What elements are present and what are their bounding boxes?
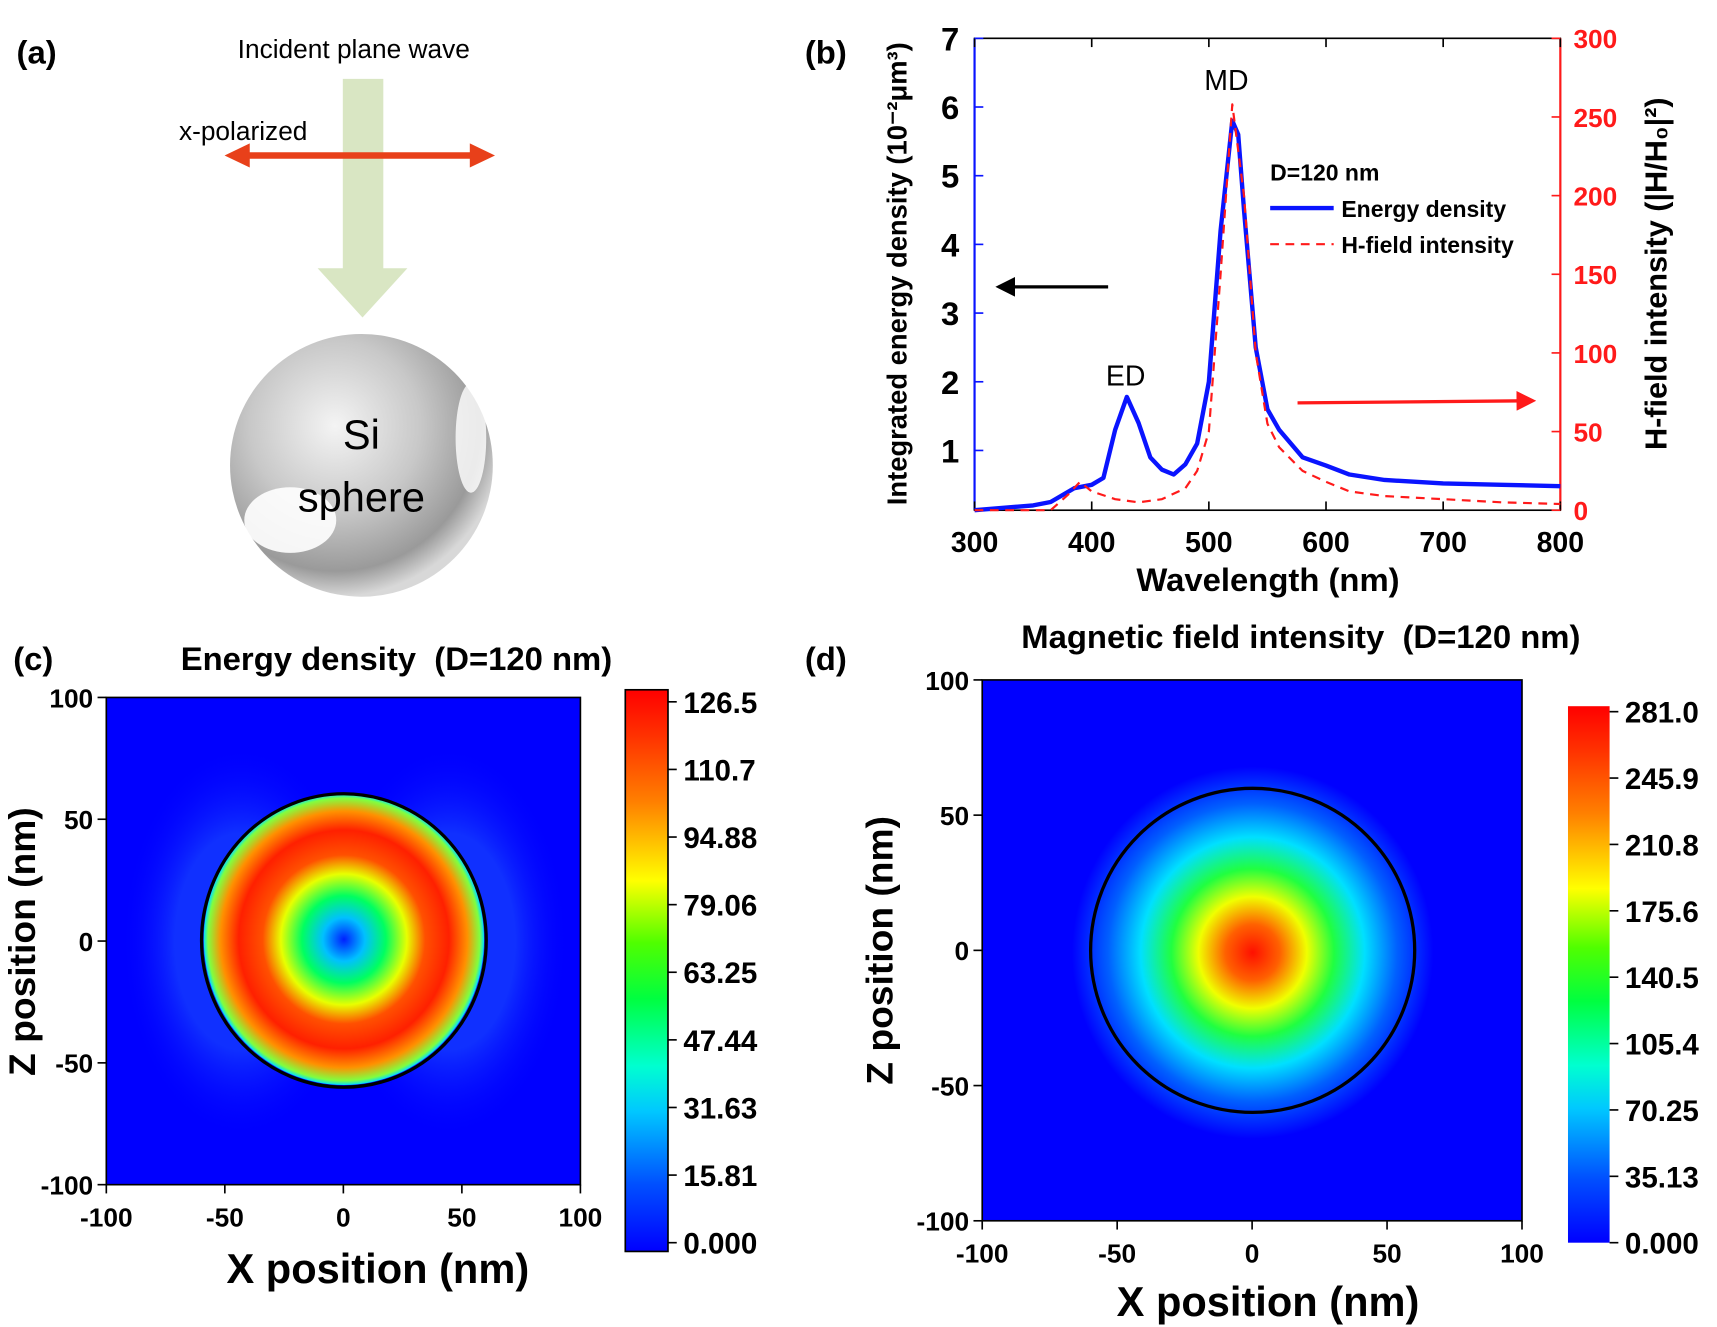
colorbar-tick-label: 110.7 [683,754,755,787]
y-tick-label: 50 [64,805,93,835]
y-tick-label: 0 [79,927,94,957]
right-axis-arrow-icon [1297,391,1537,411]
y2-tick-label: 50 [1573,417,1602,447]
x-tick-label: 50 [447,1202,476,1232]
x-tick-label: -100 [956,1238,1009,1268]
legend-label-energy: Energy density [1341,196,1506,222]
incident-wave-label: Incident plane wave [238,34,470,64]
sphere-label-line1: Si [343,411,380,458]
x-tick-label: 600 [1302,527,1349,559]
x-tick-label: -100 [80,1202,133,1232]
x-tick-label: 0 [1245,1238,1260,1268]
y-tick-label: -100 [917,1207,970,1237]
series-line-energy [974,118,1561,513]
colorbar-tick-label: 245.9 [1625,763,1699,796]
y2-tick-label: 0 [1573,496,1588,526]
y-tick-label: 1 [941,433,959,470]
sphere-outline [1088,786,1417,1115]
x-tick-label: 400 [1068,527,1115,559]
polarization-arrow-icon [224,143,495,168]
annotation-md: MD [1204,65,1248,97]
colorbar-tick-label: 140.5 [1625,962,1699,995]
energy-density-field [203,793,485,1086]
colorbar-tick-label: 94.88 [683,822,757,855]
panel-a: (a) Incident plane wave x-polarized Si s… [17,34,495,597]
colorbar [1567,706,1610,1243]
y2-tick-label: 200 [1573,181,1617,211]
x-tick-label: 0 [336,1202,351,1232]
panel-label-d: (d) [805,640,847,677]
sphere-outline [199,792,488,1089]
colorbar-tick-label: 15.81 [683,1160,757,1193]
si-sphere-icon [230,333,493,597]
y-axis-title: Integrated energy density (10⁻²μm³) [882,42,913,505]
y-tick-label: -100 [41,1171,94,1201]
x-axis-title: X position (nm) [227,1245,530,1292]
colorbar-tick-label: 0.000 [683,1228,757,1261]
panel-b-chart: (b) 300 400 500 600 700 800 1 2 3 4 5 6 7 0 50 100 150 20… [805,20,1674,598]
x-tick-label: -50 [206,1202,244,1232]
polarization-label: x-polarized [179,116,307,146]
colorbar-tick-label: 210.8 [1625,829,1699,862]
colorbar-tick-label: 31.63 [683,1092,757,1125]
colorbar-tick-label: 70.25 [1625,1095,1699,1128]
heatmap-title: Energy density (D=120 nm) [181,640,612,677]
annotation-ed: ED [1106,360,1146,392]
y-axis-title: Z position (nm) [1,807,43,1076]
panel-c-heatmap: (c) Energy density (D=120 nm) -100 -50 0 50… [1,640,758,1292]
y-tick-label: 3 [941,295,959,332]
colorbar [624,688,669,1253]
panel-label-b: (b) [805,34,847,71]
x-tick-label: 300 [951,527,998,559]
y2-tick-label: 300 [1573,24,1617,54]
plot-frame [973,37,1562,512]
y-axis-title: Z position (nm) [858,816,900,1085]
x-tick-label: 100 [1500,1238,1544,1268]
colorbar-tick-label: 0.000 [1625,1228,1699,1261]
x-tick-label: 50 [1372,1238,1401,1268]
x-axis-title: X position (nm) [1117,1278,1420,1325]
y2-tick-label: 100 [1573,339,1617,369]
y-tick-label: 7 [941,20,959,57]
incident-arrow-icon [317,78,408,318]
colorbar-tick-label: 281.0 [1625,697,1699,730]
colorbar-tick-label: 175.6 [1625,896,1699,929]
colorbar-tick-label: 105.4 [1625,1029,1700,1062]
x-tick-label: 700 [1419,527,1466,559]
y-tick-label: 50 [940,801,969,831]
y2-tick-label: 150 [1573,260,1617,290]
colorbar-tick-label: 35.13 [1625,1161,1699,1194]
x-tick-label: 500 [1185,527,1232,559]
legend-title: D=120 nm [1270,160,1379,186]
y-tick-label: 4 [941,226,960,263]
h-field-field [1072,766,1434,1139]
y-tick-label: 6 [941,89,959,126]
series-line-hfield [974,103,1561,512]
y-tick-label: 2 [941,364,959,401]
panel-d-heatmap: (d) Magnetic field intensity (D=120 nm) … [805,618,1700,1325]
y2-axis-title: H-field intensity (|H/H₀|²) [1640,97,1674,450]
y-tick-label: 5 [941,158,959,195]
panel-label-a: (a) [17,34,57,71]
y-tick-label: 100 [49,683,93,713]
x-tick-label: 100 [558,1202,602,1232]
y-tick-label: -50 [55,1049,93,1079]
heatmap-title: Magnetic field intensity (D=120 nm) [1021,618,1580,655]
colorbar-tick-label: 63.25 [683,957,757,990]
x-tick-label: -50 [1098,1238,1136,1268]
x-tick-label: 800 [1537,527,1584,559]
y2-tick-label: 250 [1573,103,1617,133]
y-tick-label: -50 [931,1071,969,1101]
colorbar-tick-label: 79.06 [683,890,757,923]
y-tick-label: 0 [954,936,969,966]
colorbar-tick-label: 47.44 [683,1025,758,1058]
x-axis-title: Wavelength (nm) [1136,561,1399,598]
legend-label-hfield: H-field intensity [1341,232,1514,258]
sphere-label-line2: sphere [298,473,425,520]
colorbar-tick-label: 126.5 [683,687,757,720]
panel-label-c: (c) [13,640,53,677]
y-tick-label: 100 [925,666,969,696]
